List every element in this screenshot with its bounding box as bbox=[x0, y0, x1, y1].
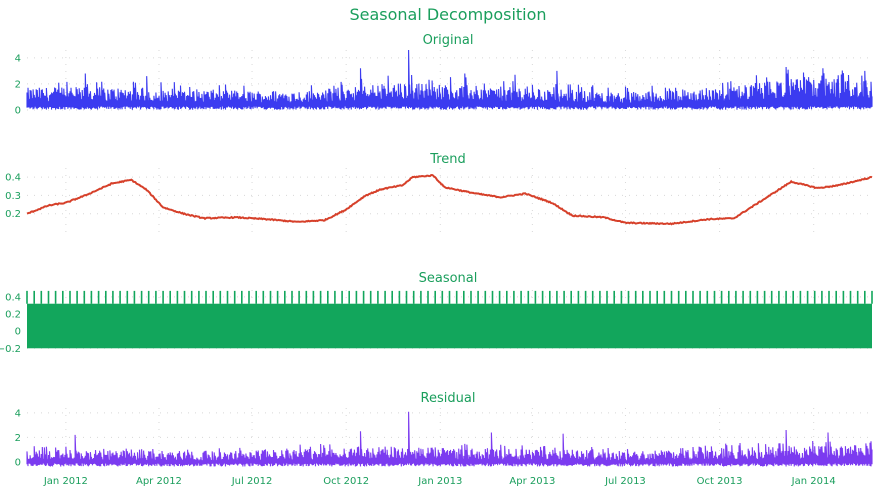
y-tick-label: 0.4 bbox=[5, 173, 21, 184]
panel-title: Trend bbox=[429, 152, 466, 167]
panel-seasonal: Seasonal −0.2 0 0.2 0.4 bbox=[0, 271, 873, 355]
y-tick-label: 0 bbox=[15, 106, 21, 117]
x-tick-label: Oct 2013 bbox=[697, 476, 743, 487]
seasonal-band bbox=[27, 303, 872, 349]
seasonal-peaks bbox=[26, 290, 873, 304]
panel-title: Original bbox=[423, 33, 474, 48]
y-tick-label: 0.2 bbox=[5, 209, 21, 220]
y-tick-label: 2 bbox=[15, 79, 21, 90]
panels: Original 0 2 4 Trend 0.2 0.3 0.4 Seasonal −0.2 0 0.… bbox=[0, 33, 873, 468]
x-tick-label: Apr 2012 bbox=[136, 476, 182, 487]
y-tick-label: 0 bbox=[15, 457, 21, 468]
x-tick-label: Jul 2013 bbox=[604, 476, 646, 487]
y-tick-label: 0.4 bbox=[5, 292, 21, 303]
y-tick-label: 0 bbox=[15, 327, 21, 338]
panel-original: Original 0 2 4 bbox=[15, 33, 873, 117]
chart-title: Seasonal Decomposition bbox=[349, 5, 546, 24]
y-tick-label: 0.2 bbox=[5, 310, 21, 321]
panel-title: Residual bbox=[421, 391, 476, 406]
y-tick-label: 4 bbox=[15, 408, 21, 419]
residual-series-line bbox=[26, 411, 873, 467]
x-axis: Jan 2012 Apr 2012 Jul 2012 Oct 2012 Jan 2013… bbox=[43, 476, 836, 487]
x-tick-label: Apr 2013 bbox=[509, 476, 555, 487]
panel-residual: Residual 0 2 4 bbox=[15, 391, 873, 468]
y-tick-label: −0.2 bbox=[0, 344, 21, 355]
panel-title: Seasonal bbox=[419, 271, 478, 286]
x-tick-label: Jul 2012 bbox=[231, 476, 273, 487]
y-tick-label: 0.3 bbox=[5, 191, 21, 202]
x-tick-label: Oct 2012 bbox=[323, 476, 369, 487]
x-tick-label: Jan 2012 bbox=[43, 476, 88, 487]
trend-line bbox=[26, 173, 873, 226]
x-tick-label: Jan 2014 bbox=[791, 476, 836, 487]
y-tick-label: 4 bbox=[15, 53, 21, 64]
panel-trend: Trend 0.2 0.3 0.4 bbox=[5, 152, 873, 232]
x-tick-label: Jan 2013 bbox=[417, 476, 462, 487]
y-tick-label: 2 bbox=[15, 433, 21, 444]
original-series-line bbox=[26, 49, 873, 110]
